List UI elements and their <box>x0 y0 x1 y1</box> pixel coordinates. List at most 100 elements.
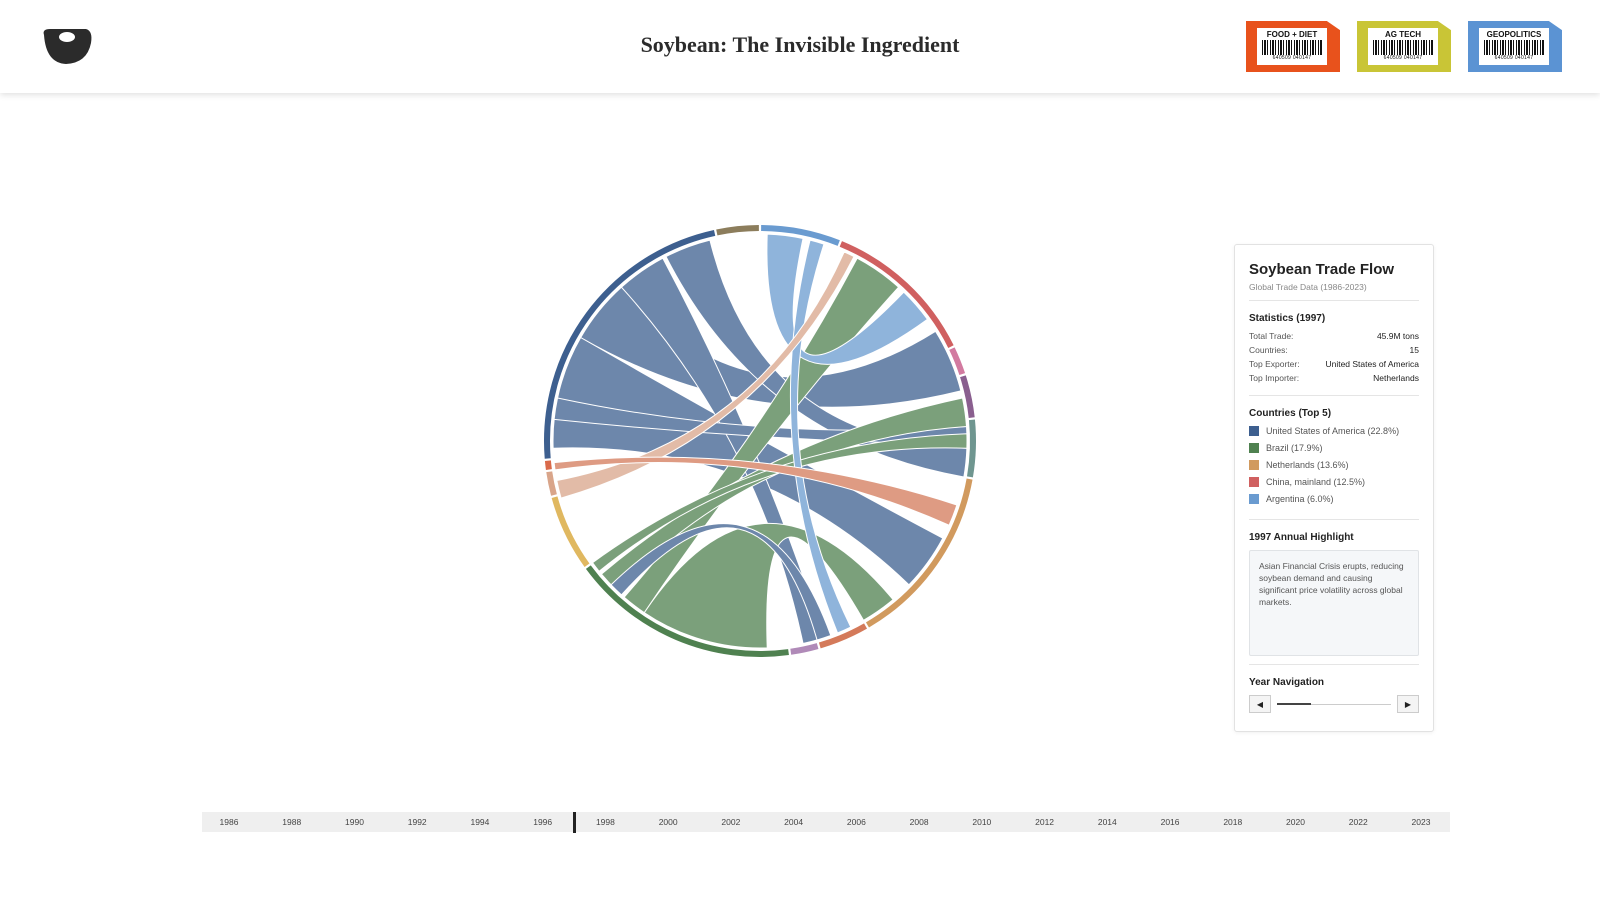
logo-bean <box>43 29 92 64</box>
prev-year-button[interactable]: ◀ <box>1249 695 1271 713</box>
legend-swatch <box>1249 460 1259 470</box>
timeline-year[interactable]: 2002 <box>721 817 741 827</box>
ring-arc <box>546 471 557 496</box>
legend-swatch <box>1249 426 1259 436</box>
stat-value: 15 <box>1409 345 1419 355</box>
timeline-year[interactable]: 2016 <box>1160 817 1180 827</box>
legend-label: Netherlands (13.6%) <box>1266 460 1349 470</box>
legend-label: China, mainland (12.5%) <box>1266 477 1366 487</box>
timeline-year[interactable]: 1996 <box>533 817 553 827</box>
tag[interactable]: AG TECH 640509 040147 <box>1357 21 1451 72</box>
timeline-marker[interactable] <box>573 812 576 833</box>
timeline-year[interactable]: 1990 <box>345 817 364 827</box>
next-year-button[interactable]: ▶ <box>1397 695 1419 713</box>
stat-row: Countries: 15 <box>1249 345 1419 355</box>
navigation-title: Year Navigation <box>1249 677 1325 688</box>
stat-value: United States of America <box>1325 359 1419 369</box>
ring-arc <box>585 565 789 657</box>
timeline-year[interactable]: 2000 <box>658 817 678 827</box>
timeline-year[interactable]: 2014 <box>1097 817 1117 827</box>
year-navigation: ◀ ▶ <box>1249 695 1419 713</box>
stat-row: Top Importer: Netherlands <box>1249 373 1419 383</box>
tag-barcode <box>1484 40 1544 55</box>
stat-value: 45.9M tons <box>1376 331 1419 341</box>
ring-arc <box>960 375 975 418</box>
legend-swatch <box>1249 494 1259 504</box>
timeline-year[interactable]: 1998 <box>595 817 615 827</box>
stats-list: Total Trade: 45.9M tons Countries: 15 Top Ex… <box>1249 331 1419 396</box>
ring-arc <box>761 225 840 246</box>
stats-title: Statistics (1997) <box>1249 313 1326 324</box>
logo[interactable] <box>40 27 94 67</box>
ring-arc <box>818 623 868 649</box>
timeline-year[interactable]: 1992 <box>407 817 427 827</box>
tag-code: 640509 040147 <box>1383 55 1423 61</box>
chord-ribbon <box>556 251 855 499</box>
timeline-year[interactable]: 1988 <box>282 817 302 827</box>
legend-swatch <box>1249 443 1259 453</box>
year-slider[interactable] <box>1277 703 1391 705</box>
year-slider-fill <box>1277 703 1312 705</box>
legend-item: Netherlands (13.6%) <box>1249 460 1419 470</box>
ring-arc <box>790 643 819 655</box>
timeline-year[interactable]: 2022 <box>1348 817 1368 827</box>
legend-item: United States of America (22.8%) <box>1249 426 1419 436</box>
chord-ribbon <box>623 257 900 614</box>
tag-label-box: AG TECH 640509 040147 <box>1368 28 1438 65</box>
tag-label: AG TECH <box>1385 30 1421 39</box>
legend-item: Brazil (17.9%) <box>1249 443 1419 453</box>
chord-ribbon <box>610 523 832 641</box>
ring-arc <box>716 225 759 236</box>
country-legend: United States of America (22.8%) Brazil (… <box>1249 426 1419 520</box>
timeline-year[interactable]: 2004 <box>784 817 804 827</box>
timeline-year[interactable]: 2006 <box>846 817 866 827</box>
stat-row: Top Exporter: United States of America <box>1249 359 1419 369</box>
tag-label: FOOD + DIET <box>1266 30 1318 39</box>
tag-label-box: FOOD + DIET 640509 040147 <box>1257 28 1327 65</box>
legend-item: China, mainland (12.5%) <box>1249 477 1419 487</box>
chord-ribbon <box>789 239 852 634</box>
tag[interactable]: GEOPOLITICS 640509 040147 <box>1468 21 1562 72</box>
legend-swatch <box>1249 477 1259 487</box>
ring-arc <box>839 241 954 348</box>
timeline: 1986 1988 1990 1992 1994 1996 1998 2000 2002 2004… <box>202 812 1450 833</box>
timeline-year[interactable]: 2023 <box>1411 817 1431 827</box>
ring-arc <box>966 419 976 478</box>
panel-title: Soybean Trade Flow <box>1249 261 1395 278</box>
timeline-year[interactable]: 2020 <box>1286 817 1305 827</box>
tag-barcode <box>1262 40 1322 55</box>
highlight-title: 1997 Annual Highlight <box>1249 532 1354 543</box>
legend-label: Brazil (17.9%) <box>1266 443 1323 453</box>
ring-arc <box>544 229 716 459</box>
chord-ribbons <box>552 233 968 649</box>
ring-arc <box>551 496 590 568</box>
timeline-year[interactable]: 1994 <box>470 817 490 827</box>
countries-title: Countries (Top 5) <box>1249 408 1332 419</box>
legend-label: United States of America (22.8%) <box>1266 426 1400 436</box>
tag-code: 640509 040147 <box>1272 55 1312 61</box>
ring-arc <box>949 347 966 376</box>
tag-label: GEOPOLITICS <box>1486 30 1542 39</box>
tag-list: FOOD + DIET 640509 040147 AG TECH 640509 04… <box>1246 21 1562 72</box>
tag-label-box: GEOPOLITICS 640509 040147 <box>1479 28 1549 65</box>
stat-label: Top Importer: <box>1249 373 1300 383</box>
tag-barcode <box>1373 40 1433 55</box>
timeline-year[interactable]: 1986 <box>219 817 239 827</box>
chord-ribbon <box>591 433 968 572</box>
stat-label: Total Trade: <box>1249 331 1294 341</box>
ring-arc <box>544 460 552 470</box>
legend-label: Argentina (6.0%) <box>1266 494 1334 504</box>
timeline-year[interactable]: 2018 <box>1223 817 1243 827</box>
timeline-year[interactable]: 2008 <box>909 817 929 827</box>
stat-row: Total Trade: 45.9M tons <box>1249 331 1419 341</box>
stat-value: Netherlands <box>1373 373 1419 383</box>
timeline-year[interactable]: 2010 <box>972 817 992 827</box>
tag[interactable]: FOOD + DIET 640509 040147 <box>1246 21 1340 72</box>
info-panel: Soybean Trade Flow Global Trade Data (19… <box>1234 244 1434 732</box>
top-bar: Soybean: The Invisible Ingredient FOOD +… <box>0 0 1600 93</box>
page-title: Soybean: The Invisible Ingredient <box>640 32 960 57</box>
timeline-year[interactable]: 2012 <box>1035 817 1055 827</box>
